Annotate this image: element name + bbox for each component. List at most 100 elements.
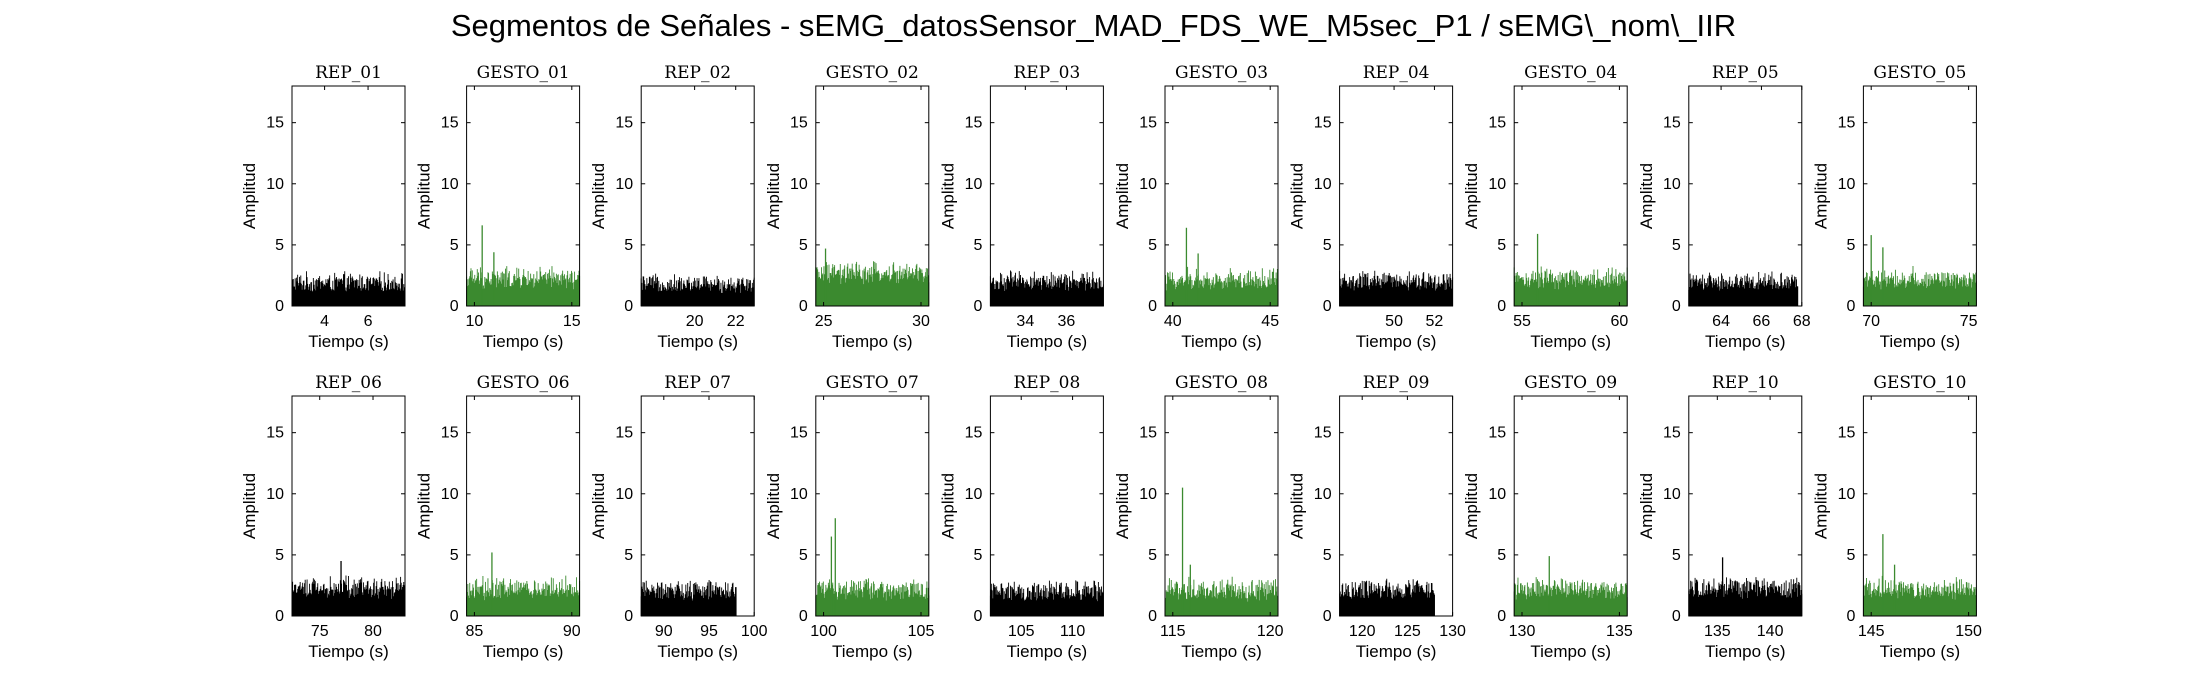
subplot-rep-03: 0 5 10 15 34 36 REP_03 Tiempo (s) Amplitud <box>938 63 1104 351</box>
y-tick-label: 15 <box>266 115 284 132</box>
y-tick-label: 0 <box>799 608 808 625</box>
y-axis-label: Amplitud <box>240 163 259 229</box>
x-tick-label: 110 <box>1060 623 1086 640</box>
axes-box <box>1513 85 1628 307</box>
x-tick-label: 6 <box>364 313 373 330</box>
subplot-gesto-02: 0 5 10 15 25 30 GESTO_02 Tiempo (s) Amplitud <box>764 63 930 351</box>
subplot-rep-06: 0 5 10 15 75 80 REP_06 Tiempo (s) Amplitud <box>240 373 406 661</box>
subplot-gesto-01: 0 5 10 15 10 15 GESTO_01 Tiempo (s) Amplitud <box>415 63 581 351</box>
x-axis-label: Tiempo (s) <box>832 332 913 351</box>
x-tick-label: 120 <box>1349 623 1376 640</box>
y-axis-label: Amplitud <box>589 163 608 229</box>
subplot-rep-01: 0 5 10 15 4 6 REP_01 Tiempo (s) Amplitud <box>240 63 406 351</box>
subplot-title: REP_01 <box>315 63 382 83</box>
y-tick-label: 0 <box>275 298 284 315</box>
y-axis-label: Amplitud <box>1288 163 1307 229</box>
x-axis-label: Tiempo (s) <box>1356 332 1437 351</box>
x-tick-label: 10 <box>465 313 483 330</box>
subplot-rep-07: 0 5 10 15 90 95 100 REP_07 Tiempo (s) Amplitud <box>589 373 767 661</box>
y-tick-label: 10 <box>965 486 983 503</box>
subplot-title: REP_03 <box>1014 63 1081 83</box>
x-tick-label: 55 <box>1513 313 1531 330</box>
y-axis-label: Amplitud <box>1637 163 1656 229</box>
y-tick-label: 5 <box>1148 237 1157 254</box>
x-axis-label: Tiempo (s) <box>308 332 389 351</box>
signal-trace <box>1513 266 1628 306</box>
signal-trace <box>640 579 737 616</box>
x-axis-label: Tiempo (s) <box>1181 332 1262 351</box>
y-axis-label: Amplitud <box>1637 473 1656 539</box>
x-tick-label: 80 <box>364 623 382 640</box>
y-tick-label: 10 <box>1139 486 1157 503</box>
subplot-title: REP_04 <box>1363 63 1430 83</box>
x-axis-label: Tiempo (s) <box>1530 642 1611 661</box>
y-tick-label: 15 <box>1663 115 1681 132</box>
signal-trace <box>815 578 930 616</box>
y-tick-label: 5 <box>1323 237 1332 254</box>
x-tick-label: 75 <box>311 623 329 640</box>
signal-trace <box>466 575 581 616</box>
x-axis-label: Tiempo (s) <box>1007 332 1088 351</box>
x-axis-label: Tiempo (s) <box>657 642 738 661</box>
axes-box <box>815 85 930 307</box>
subplot-title: REP_08 <box>1014 373 1081 393</box>
subplot-rep-08: 0 5 10 15 105 110 REP_08 Tiempo (s) Amplitud <box>938 373 1104 661</box>
x-axis-label: Tiempo (s) <box>1705 642 1786 661</box>
y-tick-label: 0 <box>799 298 808 315</box>
y-tick-label: 0 <box>624 608 633 625</box>
x-tick-label: 150 <box>1955 623 1982 640</box>
x-tick-label: 22 <box>727 313 745 330</box>
y-tick-label: 10 <box>615 486 633 503</box>
subplot-rep-02: 0 5 10 15 20 22 REP_02 Tiempo (s) Amplitud <box>589 63 755 351</box>
y-tick-label: 15 <box>1488 425 1506 442</box>
y-axis-label: Amplitud <box>938 163 957 229</box>
y-tick-label: 15 <box>615 425 633 442</box>
subplot-gesto-03: 0 5 10 15 40 45 GESTO_03 Tiempo (s) Amplitud <box>1113 63 1279 351</box>
signal-trace <box>640 273 755 306</box>
signal-trace <box>1513 577 1628 616</box>
x-tick-label: 100 <box>810 623 837 640</box>
x-tick-label: 105 <box>1008 623 1035 640</box>
x-axis-label: Tiempo (s) <box>657 332 738 351</box>
subplot-gesto-06: 0 5 10 15 85 90 GESTO_06 Tiempo (s) Amplitud <box>415 373 581 661</box>
y-axis-label: Amplitud <box>1288 473 1307 539</box>
subplot-title: GESTO_06 <box>477 373 570 393</box>
y-tick-label: 5 <box>450 237 459 254</box>
subplot-rep-10: 0 5 10 15 135 140 REP_10 Tiempo (s) Amplitud <box>1637 373 1803 661</box>
subplot-gesto-09: 0 5 10 15 130 135 GESTO_09 Tiempo (s) Amplitud <box>1462 373 1633 661</box>
y-tick-label: 15 <box>1314 115 1332 132</box>
x-tick-label: 130 <box>1509 623 1536 640</box>
y-tick-label: 10 <box>1838 176 1856 193</box>
y-axis-label: Amplitud <box>415 163 434 229</box>
y-axis-label: Amplitud <box>1462 163 1481 229</box>
x-tick-label: 95 <box>700 623 718 640</box>
y-tick-label: 10 <box>790 486 808 503</box>
y-tick-label: 0 <box>1672 608 1681 625</box>
y-tick-label: 0 <box>973 298 982 315</box>
y-tick-label: 0 <box>1148 298 1157 315</box>
signal-trace <box>466 266 581 306</box>
y-tick-label: 15 <box>965 115 983 132</box>
y-tick-label: 15 <box>266 425 284 442</box>
x-axis-label: Tiempo (s) <box>1007 642 1088 661</box>
x-tick-label: 45 <box>1261 313 1279 330</box>
axes-box <box>466 85 581 307</box>
subplot-rep-05: 0 5 10 15 64 66 68 REP_05 Tiempo (s) Amplitud <box>1637 63 1811 351</box>
y-axis-label: Amplitud <box>1462 473 1481 539</box>
y-axis-label: Amplitud <box>1113 163 1132 229</box>
y-tick-label: 5 <box>799 547 808 564</box>
x-axis-label: Tiempo (s) <box>483 642 564 661</box>
axes-box <box>466 395 581 617</box>
x-tick-label: 30 <box>912 313 930 330</box>
subplot-gesto-10: 0 5 10 15 145 150 GESTO_10 Tiempo (s) Amplitud <box>1811 373 1982 661</box>
x-tick-label: 90 <box>655 623 673 640</box>
y-tick-label: 10 <box>441 486 459 503</box>
x-tick-label: 120 <box>1257 623 1284 640</box>
y-axis-label: Amplitud <box>764 473 783 539</box>
subplot-title: REP_02 <box>664 63 731 83</box>
y-tick-label: 10 <box>1314 176 1332 193</box>
x-axis-label: Tiempo (s) <box>1530 332 1611 351</box>
x-tick-label: 50 <box>1385 313 1403 330</box>
y-axis-label: Amplitud <box>415 473 434 539</box>
x-axis-label: Tiempo (s) <box>832 642 913 661</box>
